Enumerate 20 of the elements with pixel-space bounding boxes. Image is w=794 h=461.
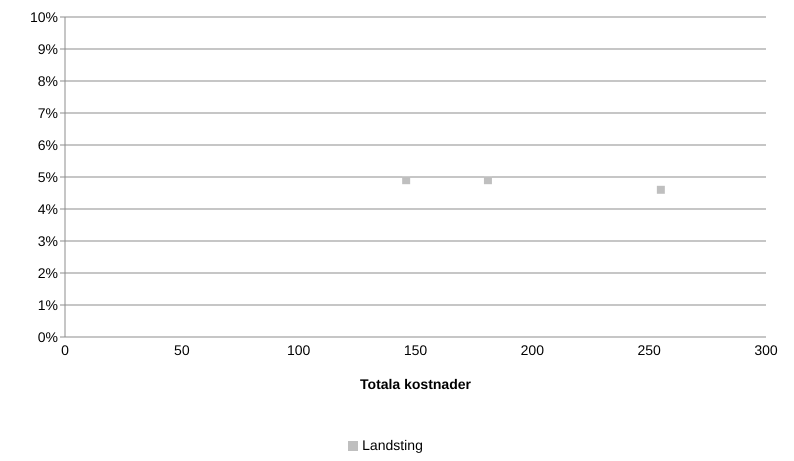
legend-label: Landsting bbox=[362, 437, 423, 453]
y-tick-label: 0% bbox=[38, 328, 58, 345]
y-tick-label: 7% bbox=[38, 104, 58, 121]
x-tick-label: 200 bbox=[520, 342, 544, 358]
y-tick-label: 2% bbox=[38, 264, 58, 281]
y-tick-label: 8% bbox=[38, 72, 58, 89]
x-axis-title: Totala kostnader bbox=[360, 376, 472, 392]
y-tick-label: 5% bbox=[38, 168, 58, 185]
y-tick-label: 1% bbox=[38, 296, 58, 313]
x-tick-label: 0 bbox=[61, 342, 70, 358]
x-tick-label: 300 bbox=[754, 342, 778, 358]
y-tick-label: 3% bbox=[38, 232, 58, 249]
x-tick-label: 50 bbox=[174, 342, 190, 358]
x-tick-label: 150 bbox=[404, 342, 428, 358]
x-tick-label: 100 bbox=[286, 342, 311, 358]
y-tick-label: 4% bbox=[38, 200, 58, 217]
y-tick-label: 6% bbox=[38, 136, 58, 153]
x-tick-label: 250 bbox=[637, 342, 662, 358]
y-tick-label: 10% bbox=[30, 8, 58, 25]
y-tick-label: 9% bbox=[38, 40, 58, 57]
